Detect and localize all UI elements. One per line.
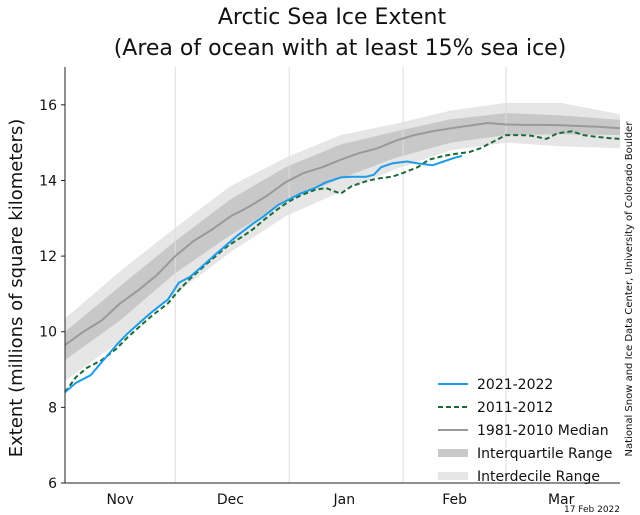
legend-swatch bbox=[438, 472, 468, 480]
legend-label: Interquartile Range bbox=[477, 446, 612, 462]
chart-title: Arctic Sea Ice Extent bbox=[218, 5, 447, 30]
y-tick-label: 6 bbox=[48, 476, 57, 492]
legend-item: 2021-2022 bbox=[438, 377, 553, 393]
y-tick-label: 16 bbox=[39, 98, 57, 114]
series-line-1981-2010-median bbox=[64, 122, 621, 346]
legend: 2021-2022 2011-2012 1981-2010 Median Interq… bbox=[438, 377, 612, 485]
credit-text: National Snow and Ice Data Center, Unive… bbox=[624, 121, 635, 457]
x-tick-label: Mar bbox=[548, 492, 575, 508]
x-tick-label: Jan bbox=[333, 492, 356, 508]
legend-item: Interdecile Range bbox=[438, 469, 600, 485]
y-tick-label: 8 bbox=[48, 400, 57, 416]
x-tick-label: Dec bbox=[217, 492, 244, 508]
y-ticks: 6 8 10 12 14 16 bbox=[39, 98, 65, 492]
date-stamp: 17 Feb 2022 bbox=[564, 505, 620, 515]
y-tick-label: 12 bbox=[39, 249, 57, 265]
range-bands bbox=[65, 102, 620, 381]
series-line-2011-2012 bbox=[64, 130, 621, 393]
y-axis-label: Extent (millions of square kilometers) bbox=[6, 119, 27, 458]
series-line-2021-2022 bbox=[64, 154, 463, 393]
band-interquartile-range bbox=[65, 113, 620, 361]
legend-label: 2011-2012 bbox=[477, 400, 553, 416]
x-tick-label: Nov bbox=[106, 492, 133, 508]
legend-label: 1981-2010 Median bbox=[477, 423, 609, 439]
y-tick-label: 10 bbox=[39, 325, 57, 341]
legend-item: 2011-2012 bbox=[438, 400, 553, 416]
legend-label: 2021-2022 bbox=[477, 377, 553, 393]
x-tick-label: Feb bbox=[442, 492, 467, 508]
y-tick-label: 14 bbox=[39, 173, 57, 189]
legend-item: 1981-2010 Median bbox=[438, 423, 609, 439]
legend-item: Interquartile Range bbox=[438, 446, 612, 462]
series-lines bbox=[64, 122, 621, 393]
legend-swatch bbox=[438, 449, 468, 457]
legend-label: Interdecile Range bbox=[477, 469, 600, 485]
month-gridlines bbox=[174, 67, 507, 483]
axes bbox=[64, 67, 620, 484]
chart-subtitle: (Area of ocean with at least 15% sea ice… bbox=[114, 36, 567, 61]
x-ticks: Nov Dec Jan Feb Mar bbox=[106, 492, 574, 508]
